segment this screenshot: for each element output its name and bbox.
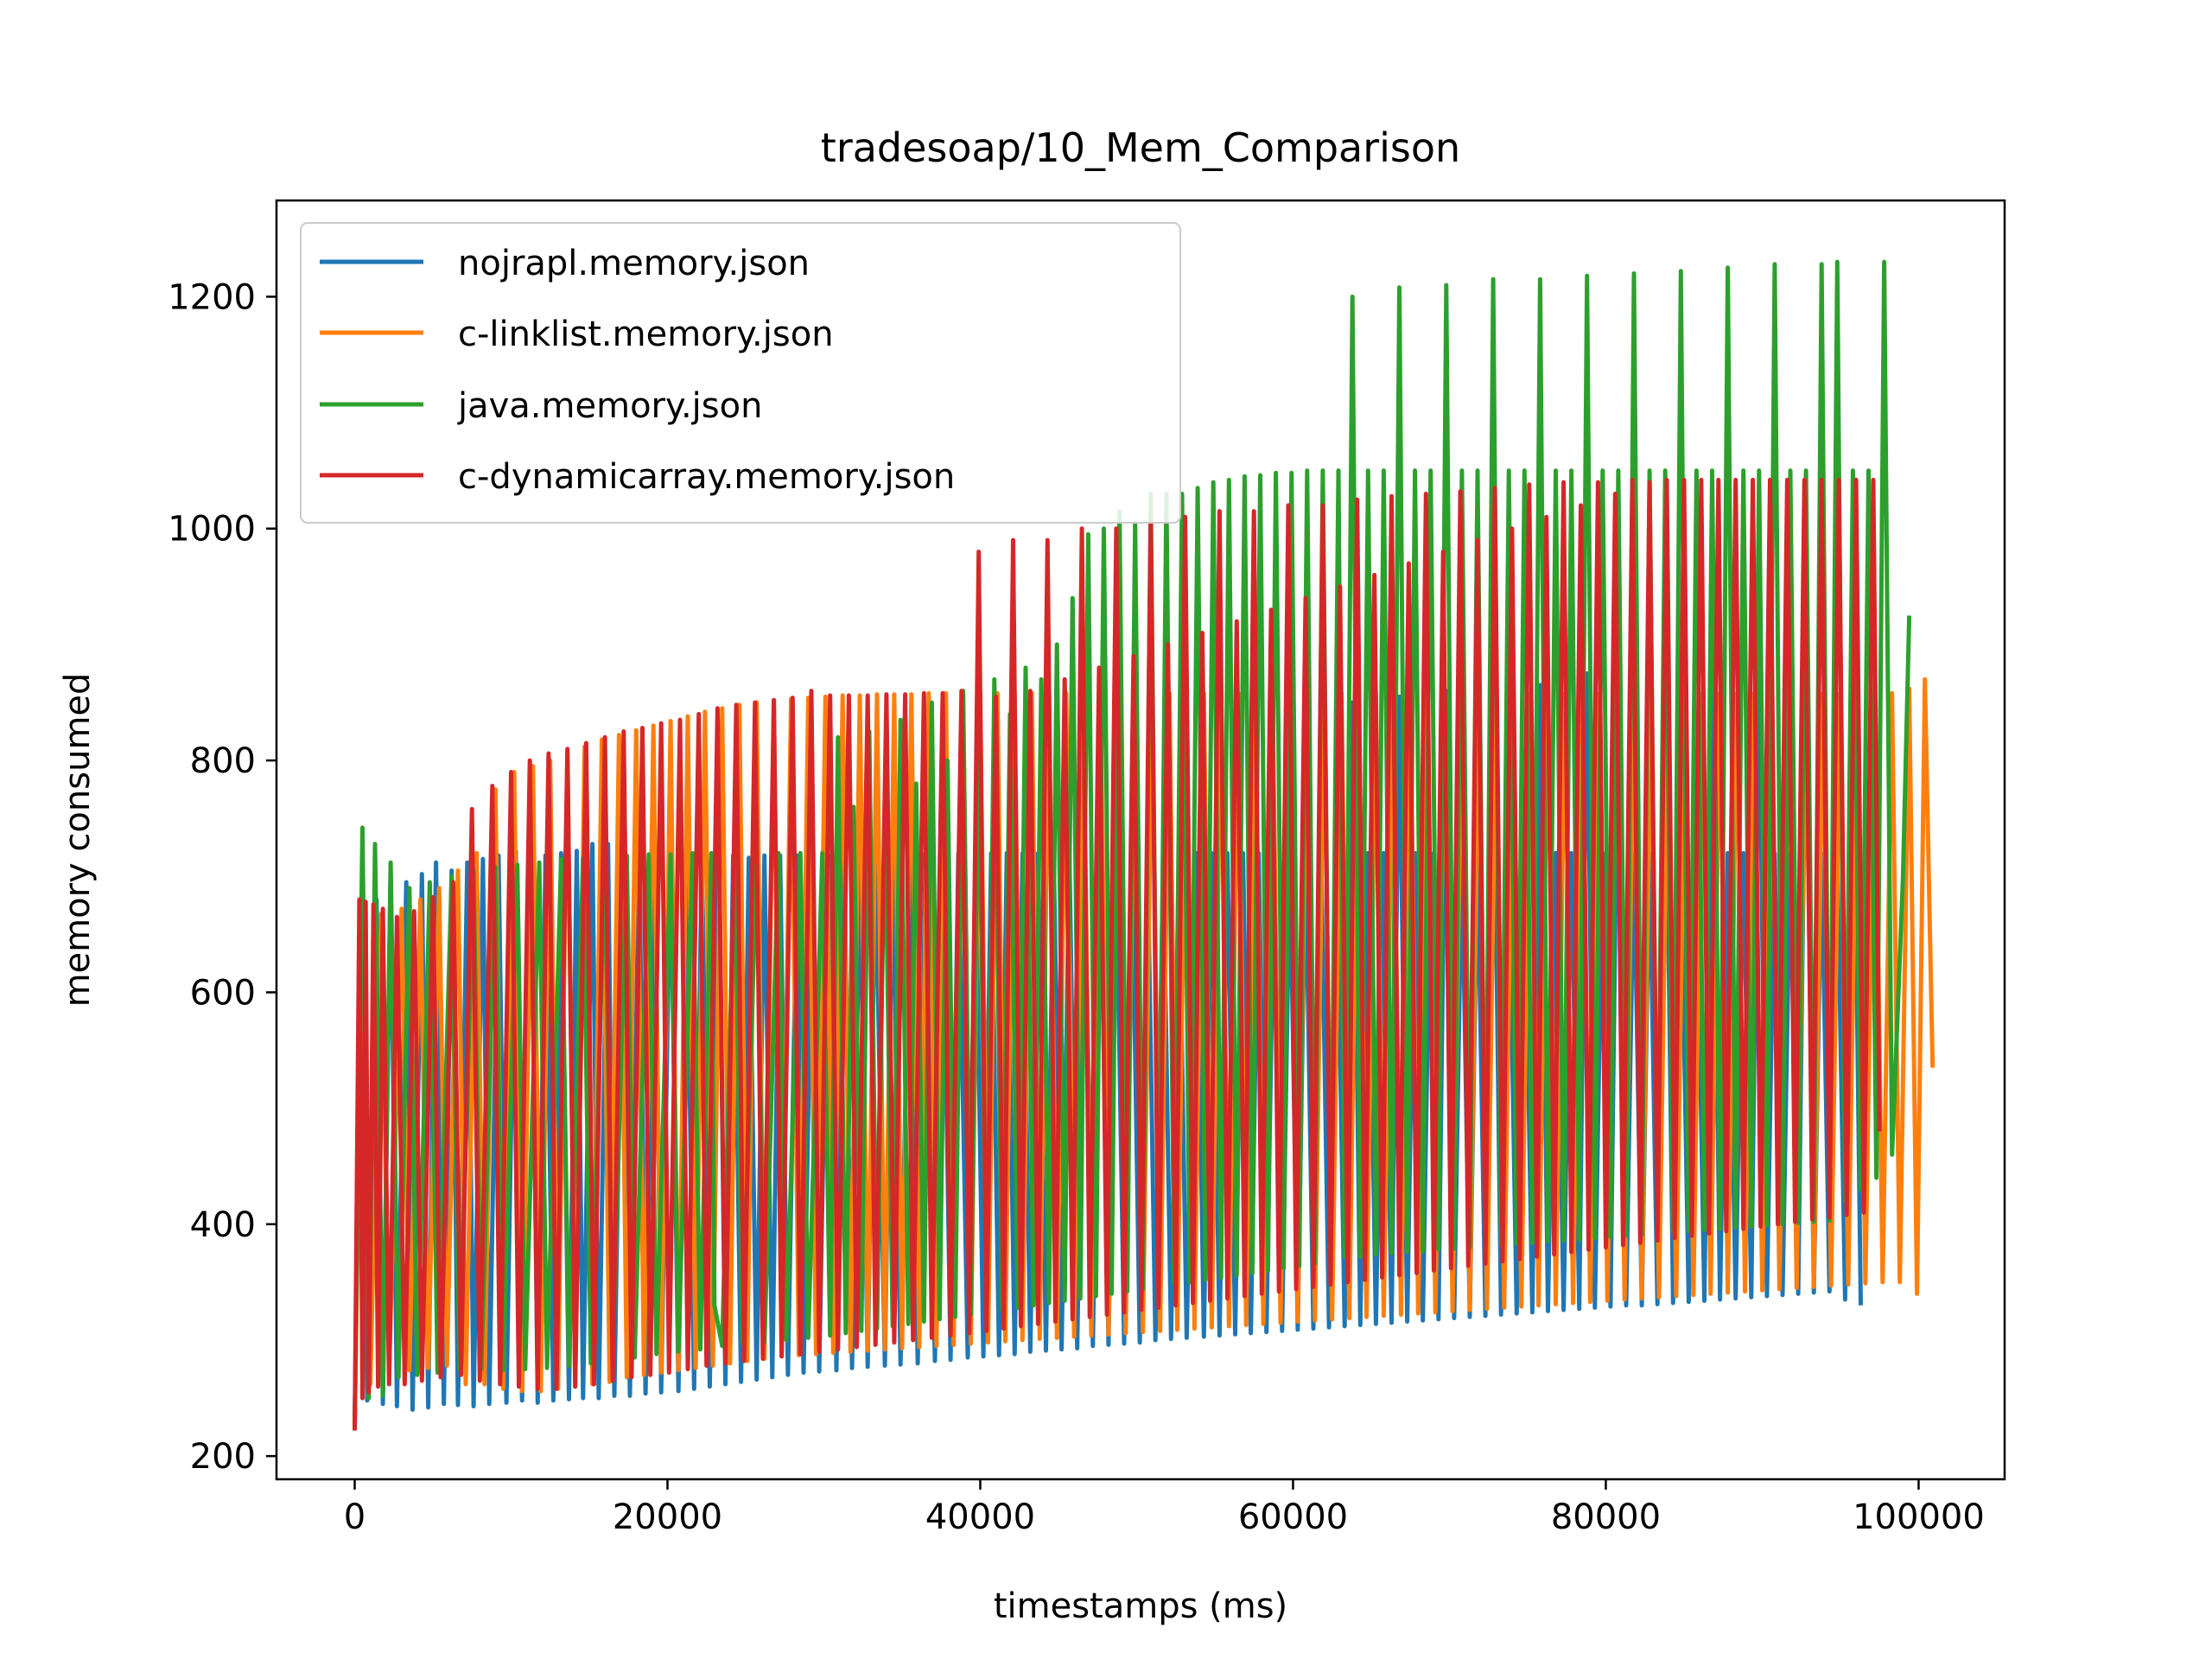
y-axis-label: memory consumed xyxy=(58,673,98,1007)
chart-title: tradesoap/10_Mem_Comparison xyxy=(821,124,1460,171)
y-tick-label: 1200 xyxy=(168,277,256,317)
x-tick-label: 80000 xyxy=(1551,1497,1661,1537)
x-tick-label: 100000 xyxy=(1853,1497,1985,1537)
legend-entry-c-dynamicarray: c-dynamicarray.memory.json xyxy=(320,457,955,497)
x-axis-ticks: 0 20000 40000 60000 80000 100000 xyxy=(344,1479,1985,1537)
y-axis-ticks: 200 400 600 800 1000 1200 xyxy=(168,277,276,1477)
legend: nojrapl.memory.json c-linklist.memory.js… xyxy=(300,222,1181,524)
x-axis-label: timestamps (ms) xyxy=(994,1586,1287,1626)
x-tick-label: 60000 xyxy=(1238,1497,1348,1537)
x-tick-label: 20000 xyxy=(613,1497,722,1537)
series-line-c-dynamicarray xyxy=(353,477,1882,1431)
legend-entry-nojrapl: nojrapl.memory.json xyxy=(320,244,810,283)
legend-label-java: java.memory.json xyxy=(457,386,762,426)
series-layer xyxy=(353,259,1936,1431)
x-tick-label: 40000 xyxy=(925,1497,1035,1537)
y-tick-label: 200 xyxy=(190,1437,256,1477)
legend-entry-java: java.memory.json xyxy=(320,386,762,426)
legend-box xyxy=(300,222,1181,524)
y-tick-label: 600 xyxy=(190,973,256,1013)
y-tick-label: 1000 xyxy=(168,510,256,550)
legend-entry-c-linklist: c-linklist.memory.json xyxy=(320,315,834,354)
legend-label-c-linklist: c-linklist.memory.json xyxy=(458,315,834,354)
y-tick-label: 400 xyxy=(190,1205,256,1245)
plot-frame xyxy=(275,199,2006,1481)
x-tick-label: 0 xyxy=(344,1497,365,1537)
legend-label-nojrapl: nojrapl.memory.json xyxy=(458,244,810,283)
series-line-nojrapl xyxy=(353,667,1863,1427)
y-tick-label: 800 xyxy=(190,741,256,781)
legend-label-c-dynamicarray: c-dynamicarray.memory.json xyxy=(458,457,955,497)
